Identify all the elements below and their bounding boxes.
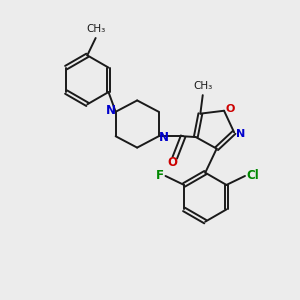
Text: O: O <box>226 104 235 114</box>
Text: N: N <box>236 129 245 139</box>
Text: O: O <box>167 156 177 169</box>
Text: N: N <box>158 131 168 144</box>
Text: CH₃: CH₃ <box>86 24 105 34</box>
Text: F: F <box>156 169 164 182</box>
Text: N: N <box>106 104 116 117</box>
Text: CH₃: CH₃ <box>193 81 212 91</box>
Text: Cl: Cl <box>246 169 259 182</box>
